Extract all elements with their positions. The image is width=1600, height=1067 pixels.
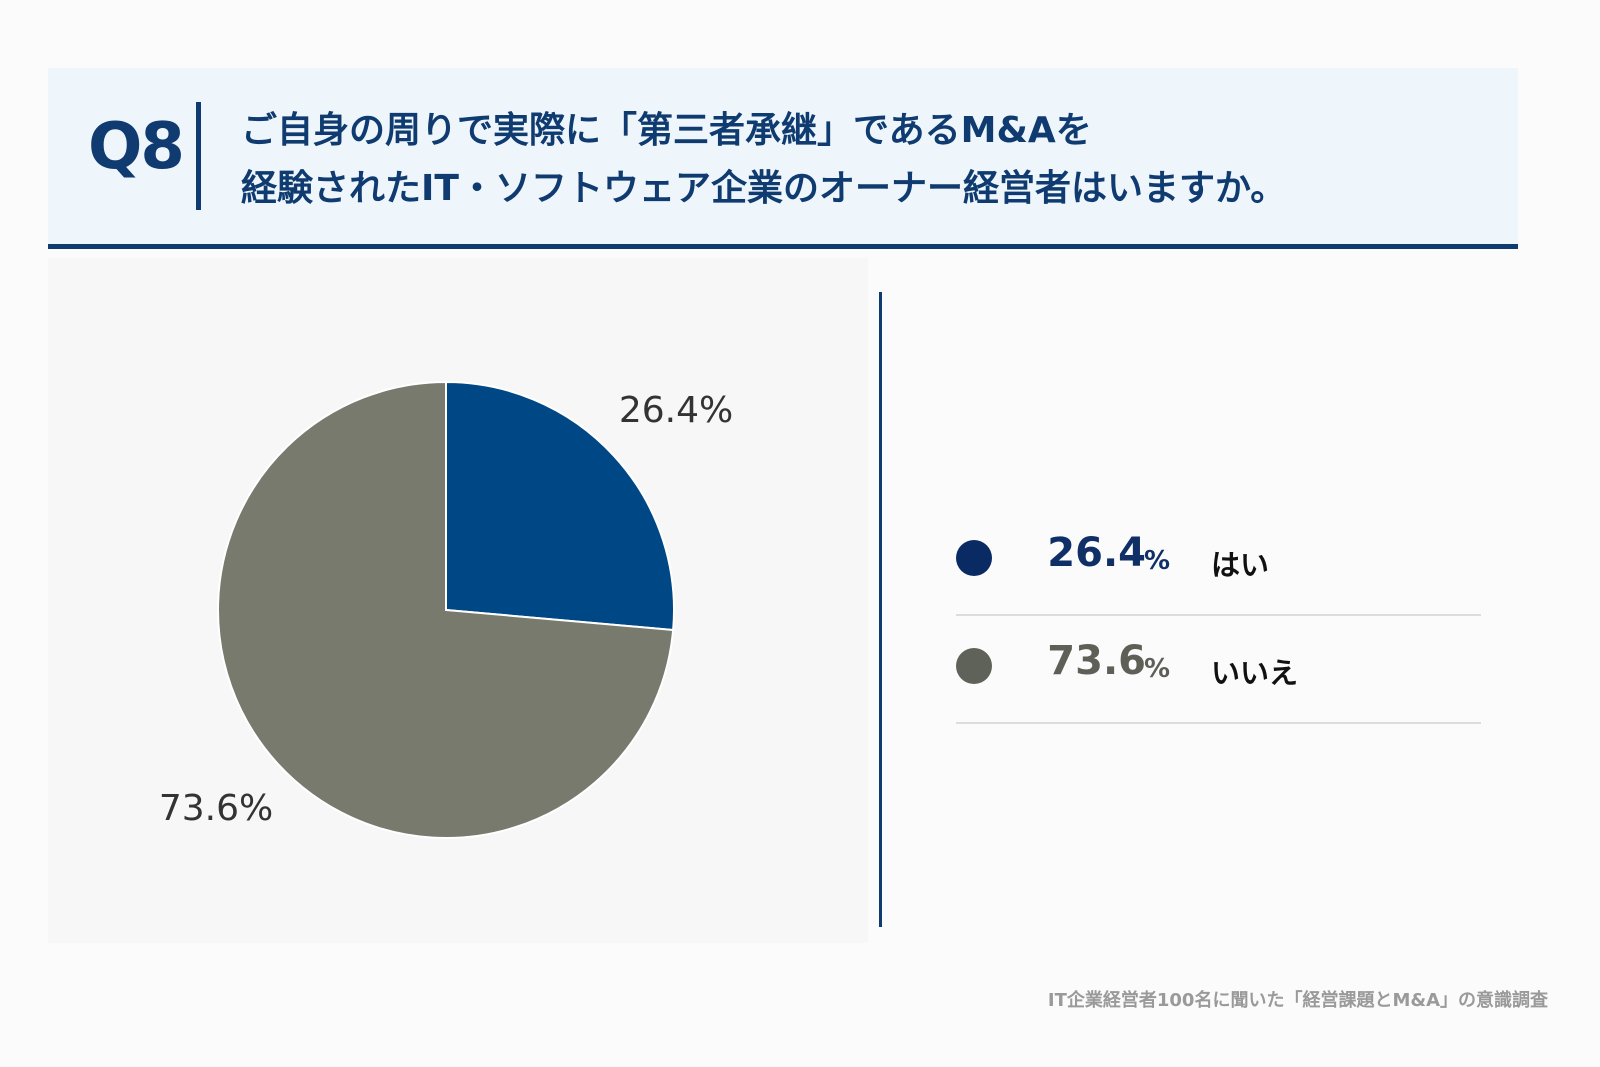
legend-dot-yes: [956, 540, 992, 576]
pie-chart: 26.4% 73.6%: [159, 380, 733, 839]
question-line-2: 経験されたIT・ソフトウェア企業のオーナー経営者はいますか。: [241, 168, 1287, 209]
pie-slice-no: [217, 380, 675, 839]
question-header: Q8 ご自身の周りで実際に「第三者承継」であるM&Aを 経験されたIT・ソフトウ…: [48, 68, 1518, 249]
question-number: Q8: [88, 110, 185, 184]
chart-panel: 26.4% 73.6%: [48, 258, 868, 943]
legend-unit-yes: %: [1144, 546, 1171, 576]
header-divider: [196, 102, 201, 210]
slice-label-no: 73.6%: [159, 788, 273, 829]
legend-dot-no: [956, 648, 992, 684]
question-line-1: ご自身の周りで実際に「第三者承継」であるM&Aを: [241, 110, 1092, 151]
legend-label-no: いいえ: [1211, 656, 1299, 690]
legend-label-yes: はい: [1211, 548, 1270, 582]
legend: 26.4 % はい 73.6 % いいえ: [956, 508, 1481, 724]
question-text: ご自身の周りで実際に「第三者承継」であるM&Aを 経験されたIT・ソフトウェア企…: [241, 102, 1501, 218]
pie-slice-yes: [445, 380, 675, 632]
source-note: IT企業経営者100名に聞いた「経営課題とM&A」の意識調査: [1047, 990, 1548, 1011]
slice-label-yes: 26.4%: [619, 390, 733, 431]
legend-value-no: 73.6: [1047, 638, 1146, 684]
legend-value-yes: 26.4: [1047, 530, 1146, 576]
chart-legend-divider: [879, 292, 882, 927]
legend-unit-no: %: [1144, 654, 1171, 684]
legend-item-no: 73.6 % いいえ: [956, 616, 1481, 724]
legend-item-yes: 26.4 % はい: [956, 508, 1481, 616]
